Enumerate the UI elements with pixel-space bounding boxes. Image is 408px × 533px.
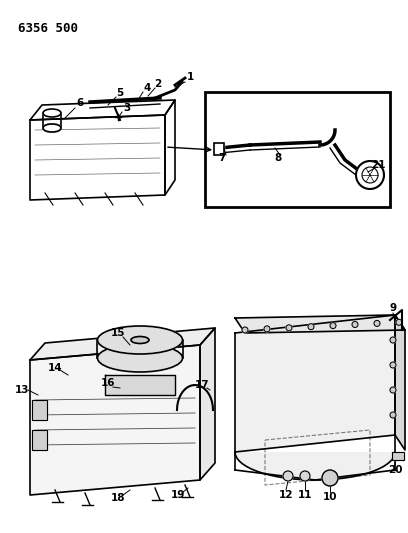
Text: 19: 19 (171, 490, 185, 500)
Bar (32, 400, 47, 420)
Circle shape (390, 337, 396, 343)
Circle shape (352, 321, 358, 327)
Text: 18: 18 (111, 493, 125, 503)
Text: 20: 20 (388, 465, 402, 475)
Text: 11: 11 (298, 490, 312, 500)
Ellipse shape (98, 344, 182, 372)
Text: 16: 16 (101, 378, 115, 388)
Ellipse shape (98, 326, 182, 354)
Circle shape (308, 324, 314, 330)
Circle shape (300, 471, 310, 481)
Text: 17: 17 (195, 380, 209, 390)
Text: 10: 10 (323, 492, 337, 502)
Polygon shape (105, 375, 175, 395)
Polygon shape (235, 315, 405, 333)
Ellipse shape (131, 336, 149, 343)
Bar (214, 143, 224, 155)
Text: 12: 12 (279, 490, 293, 500)
Text: 6: 6 (76, 98, 84, 108)
Text: 1: 1 (186, 72, 194, 82)
Circle shape (396, 319, 402, 325)
Bar (32, 430, 47, 450)
Circle shape (322, 470, 338, 486)
Circle shape (390, 387, 396, 393)
Circle shape (283, 471, 293, 481)
Bar (205, 92, 390, 207)
Circle shape (390, 362, 396, 368)
Circle shape (390, 412, 396, 418)
Text: 6356 500: 6356 500 (18, 22, 78, 35)
Circle shape (264, 326, 270, 332)
Circle shape (374, 320, 380, 326)
Ellipse shape (43, 124, 61, 132)
Circle shape (330, 322, 336, 329)
Text: 9: 9 (390, 303, 397, 313)
Text: 4: 4 (143, 83, 151, 93)
Text: 8: 8 (274, 153, 282, 163)
Text: 7: 7 (218, 153, 226, 163)
Text: 3: 3 (123, 103, 131, 113)
Bar (32, 400, 47, 420)
Polygon shape (30, 328, 215, 360)
Text: 13: 13 (15, 385, 29, 395)
Polygon shape (30, 345, 200, 495)
Text: 15: 15 (111, 328, 125, 338)
Polygon shape (395, 315, 405, 450)
Text: 5: 5 (116, 88, 124, 98)
Polygon shape (235, 315, 395, 452)
Bar (392, 452, 404, 460)
Text: 21: 21 (371, 160, 385, 170)
Circle shape (356, 161, 384, 189)
Bar (392, 452, 404, 460)
Text: 2: 2 (154, 79, 162, 89)
Circle shape (242, 327, 248, 333)
Polygon shape (200, 328, 215, 480)
Bar (214, 143, 224, 155)
Bar (32, 430, 47, 450)
Ellipse shape (43, 109, 61, 117)
Text: 14: 14 (48, 363, 62, 373)
Circle shape (286, 325, 292, 331)
